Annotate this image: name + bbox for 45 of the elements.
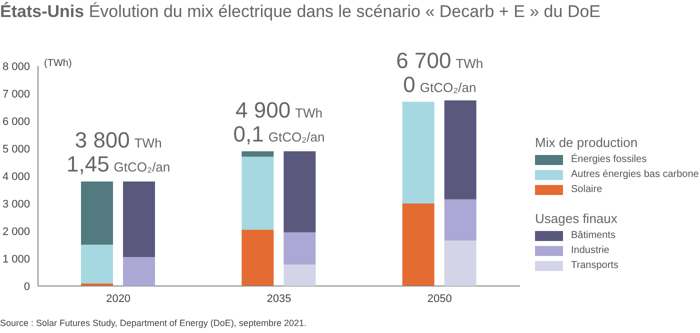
y-tick-label: 3 000	[2, 198, 30, 210]
legend-label: Solaire	[571, 184, 602, 195]
bar	[402, 204, 434, 286]
y-tick-label: 8 000	[2, 60, 30, 73]
y-tick-label: 2 000	[2, 226, 30, 238]
chart-subtitle: Évolution du mix électrique dans le scénario « Decarb + E » du DoE	[88, 2, 601, 21]
bar	[284, 232, 316, 265]
annotation: 0,1 GtCO₂/an	[233, 121, 325, 146]
annotation: 1,45 GtCO₂/an	[66, 152, 170, 176]
x-tick-label: 2035	[266, 292, 292, 305]
y-tick-label: 5 000	[2, 143, 30, 156]
bar	[242, 156, 274, 230]
bar	[81, 182, 113, 245]
y-axis-title: (TWh)	[44, 58, 72, 69]
bar	[242, 151, 274, 157]
source-note: Source : Solar Futures Study, Department of Energy (DoE), septembre 2021.	[0, 318, 306, 328]
y-tick-label: 4 000	[2, 170, 30, 183]
bar	[444, 199, 476, 241]
bar	[444, 240, 476, 286]
bar	[444, 100, 476, 200]
bar	[284, 151, 316, 232]
legend-label: Transports	[571, 260, 618, 271]
y-tick-label: 0	[24, 280, 30, 293]
legend-label: Autres énergies bas carbone	[571, 169, 699, 180]
chart-title: États-Unis	[0, 2, 84, 21]
bar	[284, 264, 316, 286]
y-tick-label: 1 000	[2, 253, 30, 266]
total-label: 3 800 TWh	[74, 128, 162, 152]
y-tick-label: 7 000	[2, 88, 30, 100]
legend-title: Mix de production	[535, 135, 639, 150]
annotation: 0 GtCO₂/an	[403, 72, 476, 97]
bar	[123, 182, 155, 258]
legend-label: Industrie	[571, 245, 610, 256]
x-tick-label: 2050	[427, 292, 452, 305]
bar	[81, 244, 113, 284]
bar	[123, 257, 155, 286]
x-tick-label: 2020	[106, 292, 131, 305]
legend-label: Bâtiments	[571, 230, 616, 241]
bar	[242, 230, 274, 286]
bar	[402, 102, 434, 204]
legend-title: Usages finaux	[535, 211, 618, 226]
total-label: 4 900 TWh	[236, 97, 322, 122]
y-tick-label: 6 000	[2, 116, 30, 128]
legend-label: Énergies fossiles	[571, 154, 647, 165]
total-label: 6 700 TWh	[396, 48, 484, 73]
